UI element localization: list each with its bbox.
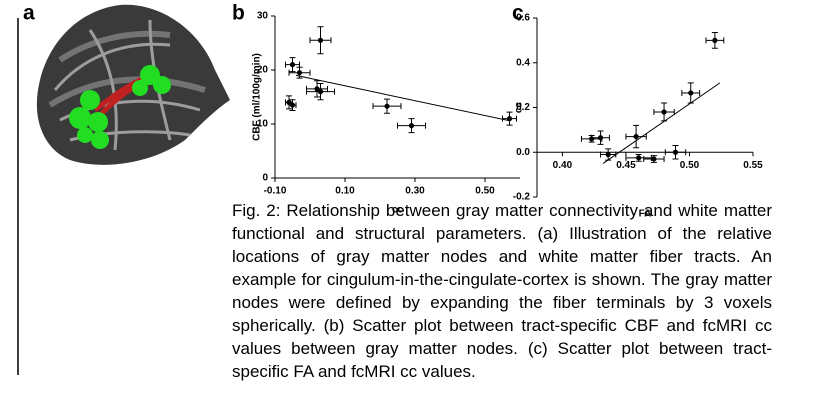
brain-image (36, 4, 230, 165)
data-point (296, 70, 303, 76)
data-point (605, 151, 611, 158)
data-point (597, 135, 604, 141)
panel-label: c (512, 2, 524, 25)
data-point (506, 116, 513, 122)
data-point (384, 103, 390, 109)
trend-line (602, 82, 721, 164)
x-tick-label: -0.10 (264, 186, 287, 197)
data-point (651, 156, 657, 162)
y-tick-label: 0 (262, 173, 268, 184)
data-point (317, 89, 324, 95)
data-point (289, 62, 296, 68)
x-tick-label: 0.45 (616, 160, 636, 171)
x-tick-label: 0.30 (405, 186, 425, 197)
panel-label: a (23, 2, 35, 25)
x-tick-label: 0.10 (335, 186, 355, 197)
y-tick-label: 0.0 (516, 147, 530, 158)
y-tick-label: 0.4 (516, 57, 530, 68)
y-tick-label: 30 (257, 11, 269, 22)
x-tick-label: 0.50 (680, 160, 700, 171)
data-point (408, 123, 415, 129)
data-point (688, 90, 694, 96)
y-tick-label: 0.2 (516, 102, 530, 113)
x-tick-label: 0.40 (553, 160, 573, 171)
y-axis-title: cc (514, 102, 525, 114)
x-tick-label: 0.50 (475, 186, 495, 197)
trend-line (295, 74, 510, 122)
data-point (633, 133, 639, 140)
data-point (289, 102, 296, 108)
data-point (636, 155, 642, 161)
data-point (317, 37, 324, 43)
figure-caption: Fig. 2: Relationship between gray matter… (232, 201, 772, 381)
x-axis-title: FA (639, 209, 652, 220)
panel-label: b (232, 2, 245, 25)
data-point (672, 149, 679, 155)
y-tick-label: 10 (257, 119, 269, 130)
x-tick-label: 0.55 (743, 160, 763, 171)
data-point (314, 86, 320, 92)
data-point (712, 37, 718, 43)
y-tick-label: 20 (257, 65, 269, 76)
y-tick-label: 0.6 (516, 13, 530, 24)
y-axis-title: CBF (ml/100g/min) (252, 53, 263, 141)
x-axis-title: cc (392, 205, 404, 216)
data-point (661, 109, 667, 115)
y-tick-label: -0.2 (513, 192, 531, 203)
